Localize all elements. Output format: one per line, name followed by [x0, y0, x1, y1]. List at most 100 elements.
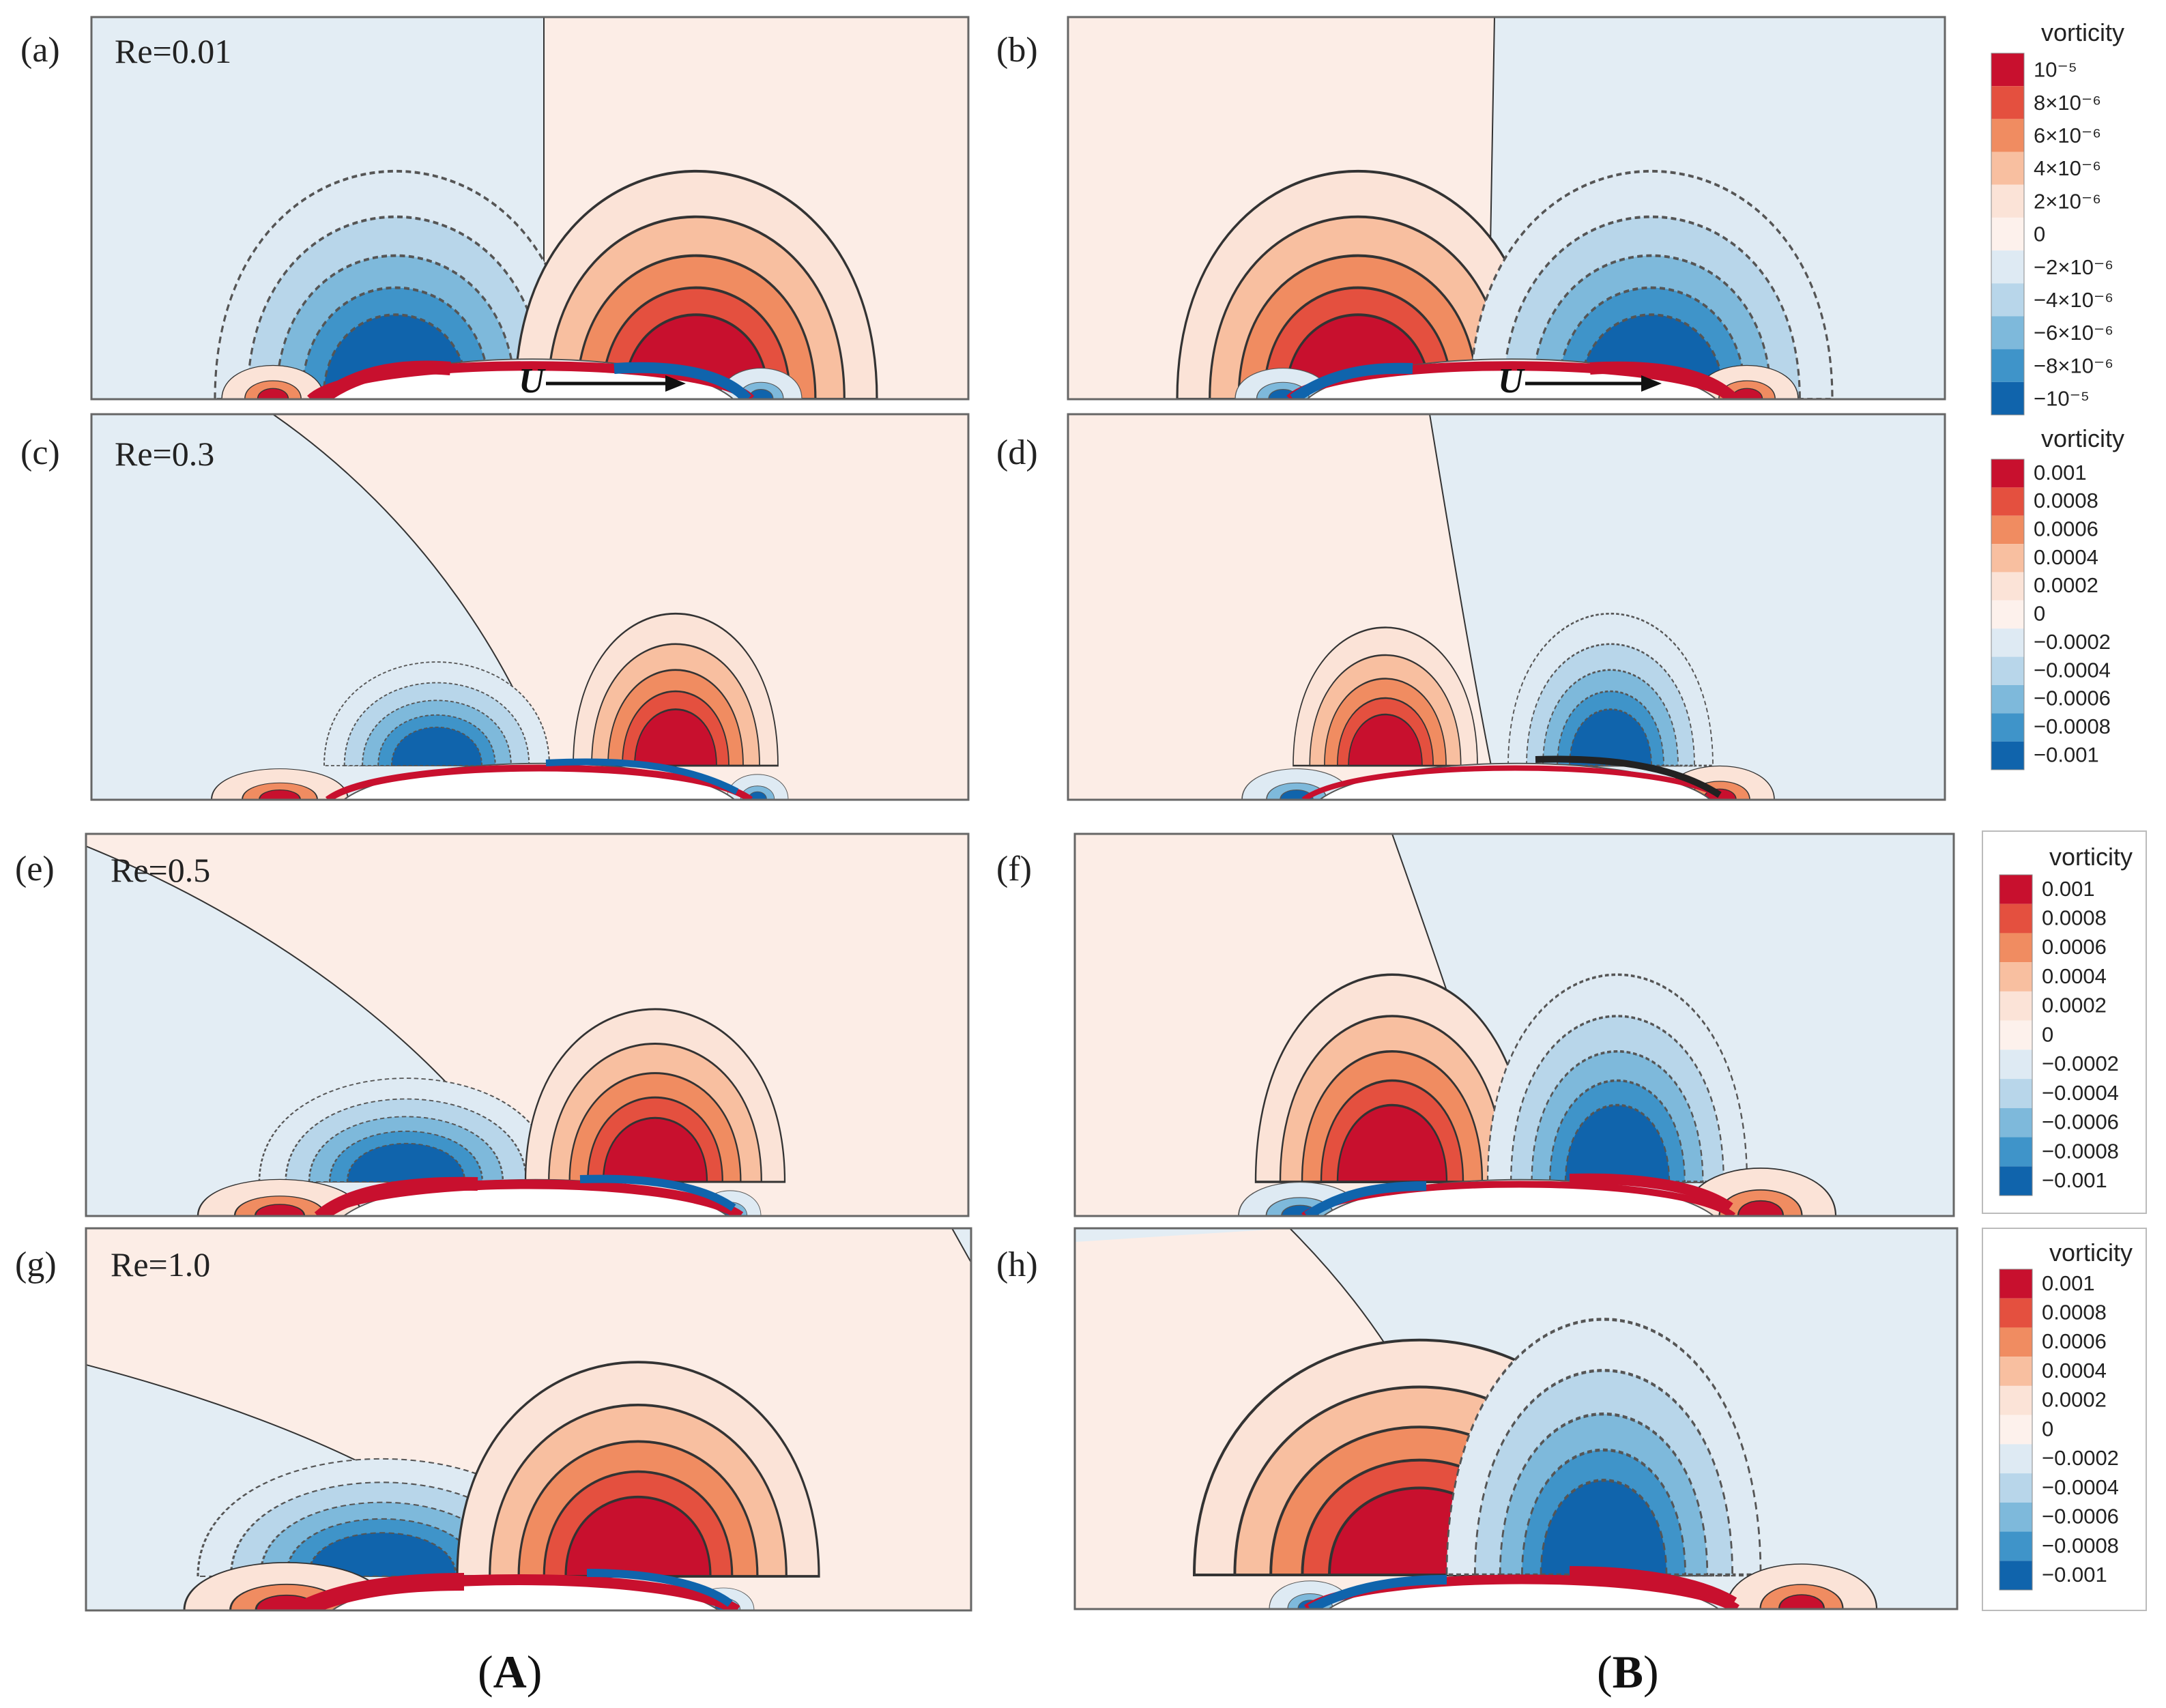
colorbar-tick-label: 0.0006 — [2034, 517, 2098, 541]
panel-g: (g) Re=1.0 — [15, 1227, 972, 1612]
colorbar-tick-label: 0.0002 — [2042, 994, 2107, 1017]
colorbar-tick-label: −0.0008 — [2034, 714, 2111, 738]
panel-label: (c) — [20, 433, 60, 472]
colorbar-swatch — [1999, 903, 2032, 933]
panel-h: (h) — [996, 1227, 1959, 1610]
colorbar-swatch — [1991, 316, 2024, 349]
reynolds-label: Re=1.0 — [111, 1245, 210, 1284]
velocity-label: U — [519, 362, 546, 401]
colorbar-tick-label: −10⁻⁵ — [2034, 387, 2090, 411]
colorbar-tick-label: −0.0002 — [2034, 630, 2111, 654]
colorbar-tick-label: 2×10⁻⁶ — [2034, 189, 2101, 213]
colorbar-swatch — [1999, 1502, 2032, 1532]
panel-c: (c) Re=0.3 — [20, 413, 970, 801]
colorbar-swatch — [1991, 119, 2024, 152]
colorbar-swatch — [1999, 1108, 2032, 1138]
column-label-b: (B) — [1597, 1646, 1659, 1698]
colorbar-swatch — [1999, 1269, 2032, 1299]
colorbar-outline — [1991, 459, 2025, 770]
colorbar-swatch — [1999, 1020, 2032, 1050]
colorbar-swatch — [1999, 933, 2032, 963]
colorbar-outline — [1999, 874, 2033, 1196]
colorbar-swatch — [1999, 1444, 2032, 1474]
colorbar-tick-label: −6×10⁻⁶ — [2034, 321, 2113, 345]
colorbar-swatch — [1991, 600, 2024, 629]
colorbar-tick-label: −4×10⁻⁶ — [2034, 288, 2113, 312]
colorbar-tick-label: 0.001 — [2042, 877, 2095, 901]
colorbar-swatch — [1999, 962, 2032, 991]
colorbar-tick-label: −8×10⁻⁶ — [2034, 353, 2113, 377]
colorbar-tick-label: 0.001 — [2034, 461, 2087, 484]
colorbar-swatch — [1991, 250, 2024, 284]
colorbar-tick-label: 0.0006 — [2042, 935, 2107, 959]
colorbar-swatch — [1991, 487, 2024, 516]
colorbar-swatch — [1991, 283, 2024, 317]
colorbar-tick-label: 10⁻⁵ — [2034, 58, 2077, 82]
colorbar: vorticity 0.001 0.0008 0.0006 0.0004 0.0002 0 −… — [1982, 1228, 2147, 1611]
panel-label: (d) — [996, 433, 1038, 472]
colorbar-swatch — [1999, 1166, 2032, 1196]
paren-open: ( — [1597, 1646, 1613, 1698]
colorbar-swatch — [1991, 684, 2024, 714]
velocity-arrowhead — [665, 375, 686, 392]
velocity-arrowhead — [1641, 375, 1662, 392]
colorbar-title: vorticity — [2049, 843, 2133, 871]
colorbar-swatch — [1999, 1473, 2032, 1503]
colorbar-swatch — [1991, 656, 2024, 685]
colorbar-swatch — [1991, 86, 2024, 119]
colorbar-tick-label: −0.001 — [2042, 1168, 2107, 1192]
colorbar-tick-label: −0.001 — [2034, 742, 2099, 766]
colorbar-swatch — [1999, 991, 2032, 1021]
colorbar-tick-label: 0 — [2034, 602, 2045, 626]
colorbar-swatch — [1991, 53, 2024, 87]
panel-label: (f) — [996, 850, 1032, 888]
panel-label: (a) — [20, 31, 60, 70]
column-label-a: (A) — [478, 1646, 542, 1698]
panel-a: (a) Re=0.01 U — [20, 16, 970, 401]
colorbar-tick-label: −0.0006 — [2034, 686, 2111, 710]
colorbar-title: vorticity — [2041, 18, 2124, 46]
colorbar-tick-label: 0.0006 — [2042, 1329, 2107, 1353]
colorbar-swatch — [1991, 741, 2024, 770]
colorbar-tick-label: 0.0004 — [2034, 545, 2098, 569]
colorbar-tick-label: −0.001 — [2042, 1563, 2107, 1587]
colorbar-tick-label: 0 — [2042, 1022, 2053, 1046]
colorbar-swatch — [1999, 1357, 2032, 1386]
colorbar-outline — [1991, 53, 2025, 416]
reynolds-label: Re=0.3 — [115, 435, 214, 473]
colorbar-swatch — [1999, 1050, 2032, 1080]
colorbar: vorticity 10⁻⁵ 8×10⁻⁶ 6×10⁻⁶ 4×10⁻⁶ 2×10⁻⁶ 0 −2… — [1991, 18, 2124, 416]
colorbar-tick-label: −2×10⁻⁶ — [2034, 255, 2113, 279]
paren-open: ( — [478, 1646, 493, 1698]
colorbar-swatch — [1991, 544, 2024, 573]
colorbar-swatch — [1991, 217, 2024, 251]
colorbar-swatch — [1991, 459, 2024, 488]
paren-close: ) — [1643, 1646, 1659, 1698]
colorbar-tick-label: 0.0004 — [2042, 1359, 2107, 1383]
colorbar-tick-label: 6×10⁻⁶ — [2034, 124, 2101, 147]
colorbar-swatch — [1999, 1137, 2032, 1167]
colorbar-tick-label: −0.0008 — [2042, 1139, 2119, 1163]
panel-d: (d) — [996, 413, 1946, 801]
colorbar-tick-label: 0.0008 — [2034, 489, 2098, 512]
colorbar-tick-label: 0.0008 — [2042, 1300, 2107, 1324]
panel-b: (b) U — [996, 16, 1946, 401]
colorbar-tick-label: 0.001 — [2042, 1271, 2095, 1295]
colorbar-title: vorticity — [2041, 424, 2124, 452]
colorbars: vorticity 10⁻⁵ 8×10⁻⁶ 6×10⁻⁶ 4×10⁻⁶ 2×10⁻⁶ 0 −2… — [1982, 18, 2147, 1611]
colorbar-swatch — [1991, 349, 2024, 382]
colorbar-tick-label: −0.0004 — [2042, 1475, 2119, 1499]
colorbar-swatch — [1991, 515, 2024, 545]
panel-f: (f) — [996, 833, 1955, 1217]
colorbar: vorticity 0.001 0.0008 0.0006 0.0004 0.0002 0 −… — [1991, 424, 2124, 770]
colorbar-tick-label: −0.0002 — [2042, 1052, 2119, 1075]
colorbar-swatch — [1999, 1327, 2032, 1357]
colorbar-tick-label: 0.0002 — [2042, 1388, 2107, 1412]
colorbar-tick-label: −0.0006 — [2042, 1110, 2119, 1134]
column-letter: B — [1613, 1646, 1643, 1698]
colorbar-swatch — [1999, 1531, 2032, 1561]
colorbar-swatch — [1999, 1079, 2032, 1108]
colorbar-swatch — [1991, 713, 2024, 742]
colorbar-title: vorticity — [2049, 1239, 2133, 1266]
